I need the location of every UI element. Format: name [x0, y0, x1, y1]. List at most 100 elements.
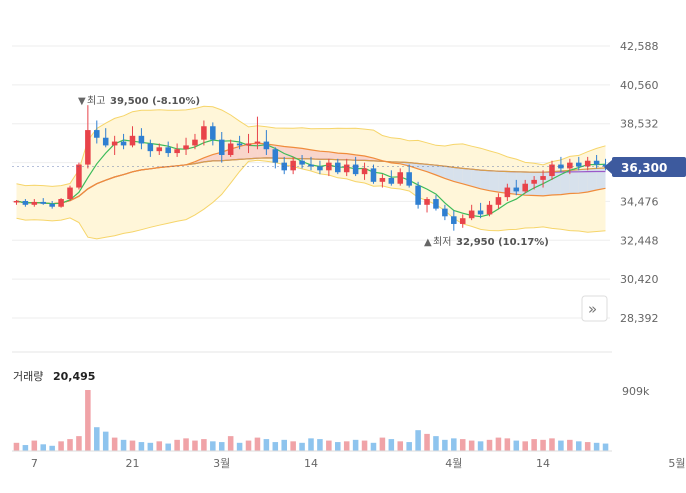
candle-body: [273, 149, 279, 162]
price-tick-label: 30,420: [620, 273, 659, 286]
high-marker: ▼ 최고 39,500 (-8.10%): [78, 95, 200, 107]
volume-axis-label: 909k: [622, 385, 650, 398]
volume-bar: [94, 427, 100, 451]
cloud-segment: [481, 170, 490, 191]
volume-bar: [201, 439, 207, 451]
candle-body: [397, 172, 403, 183]
volume-bar: [281, 440, 287, 451]
candle-body: [157, 147, 163, 151]
low-marker-arrow: ▲: [424, 237, 432, 248]
volume-bar: [603, 444, 609, 451]
volume-bar: [567, 440, 573, 451]
volume-bar: [112, 438, 118, 451]
low-label: 최저: [433, 236, 451, 248]
double-chevron-right-icon[interactable]: »: [588, 300, 597, 318]
volume-bar: [469, 441, 475, 451]
volume-bar: [442, 440, 448, 451]
low-marker: ▲ 최저 32,950 (10.17%): [424, 236, 549, 248]
volume-bar: [487, 440, 493, 451]
candle-body: [210, 126, 216, 139]
candle-body: [76, 165, 82, 188]
volume-bar: [415, 430, 421, 451]
volume-bar: [76, 436, 82, 451]
candle-body: [94, 130, 100, 138]
candle-body: [174, 149, 180, 153]
candle-body: [58, 199, 64, 207]
volume-bar: [290, 441, 296, 451]
volume-bar: [148, 443, 154, 451]
date-tick-label: 14: [536, 457, 550, 470]
candle-body: [505, 188, 511, 198]
high-value: 39,500 (-8.10%): [110, 96, 200, 107]
candle-body: [514, 188, 520, 192]
volume-bar: [67, 439, 73, 451]
candle-body: [67, 188, 73, 199]
high-marker-arrow: ▼: [78, 96, 86, 107]
volume-bar: [371, 443, 377, 451]
volume-bar: [23, 445, 29, 451]
volume-bar: [14, 443, 20, 451]
volume-bar: [353, 440, 359, 451]
volume-bar: [522, 441, 528, 451]
volume-bar: [157, 441, 163, 451]
candle-body: [540, 176, 546, 180]
cloud-segment: [516, 172, 525, 195]
volume-bar: [335, 442, 341, 451]
date-axis: 7213월144월145월14: [31, 457, 686, 470]
candle-body: [487, 205, 493, 215]
volume-bar: [380, 438, 386, 451]
candle-body: [192, 140, 198, 146]
volume-bar: [174, 440, 180, 451]
cloud-segment: [472, 169, 481, 189]
volume-bar: [130, 441, 136, 451]
candle-body: [576, 163, 582, 167]
volume-bar: [32, 441, 38, 451]
volume-bar: [246, 441, 252, 451]
candle-body: [433, 199, 439, 209]
candle-body: [49, 204, 55, 207]
candle-body: [40, 202, 46, 204]
volume-bar: [326, 441, 332, 451]
price-tick-label: 42,588: [620, 40, 659, 53]
price-tick-label: 34,476: [620, 195, 659, 208]
candle-body: [406, 172, 412, 185]
candle-body: [299, 161, 305, 165]
date-tick-label: 5월: [668, 457, 685, 470]
volume-bar: [308, 438, 314, 451]
volume-bar: [478, 441, 484, 451]
volume-bar: [585, 442, 591, 451]
price-tick-label: 28,392: [620, 312, 659, 325]
candle-body: [460, 218, 466, 224]
current-price-badge: 36,300: [604, 157, 686, 177]
volume-bar: [210, 441, 216, 451]
candle-body: [85, 130, 91, 164]
volume-bar: [165, 444, 171, 451]
candle-body: [335, 163, 341, 173]
candle-body: [264, 142, 270, 150]
candle-body: [496, 197, 502, 205]
expand-button[interactable]: »: [582, 296, 607, 321]
volume-value: 20,495: [53, 370, 95, 383]
candle-body: [353, 165, 359, 175]
candle-body: [344, 165, 350, 173]
candle-body: [246, 143, 252, 145]
volume-bars: [14, 390, 609, 451]
volume-bar: [531, 439, 537, 451]
date-tick-label: 3월: [213, 457, 230, 470]
volume-bar: [228, 436, 234, 451]
volume-bar: [576, 441, 582, 451]
volume-bar: [273, 442, 279, 451]
volume-bar: [460, 439, 466, 451]
candle-body: [148, 143, 154, 151]
candle-body: [451, 216, 457, 224]
volume-bar: [558, 441, 564, 451]
candle-body: [522, 184, 528, 192]
volume-bar: [496, 438, 502, 451]
volume-bar: [103, 432, 109, 451]
volume-bar: [192, 441, 198, 451]
candle-body: [442, 209, 448, 217]
volume-bar: [594, 443, 600, 451]
volume-header: 거래량 20,495: [13, 370, 95, 383]
candle-body: [32, 202, 38, 205]
